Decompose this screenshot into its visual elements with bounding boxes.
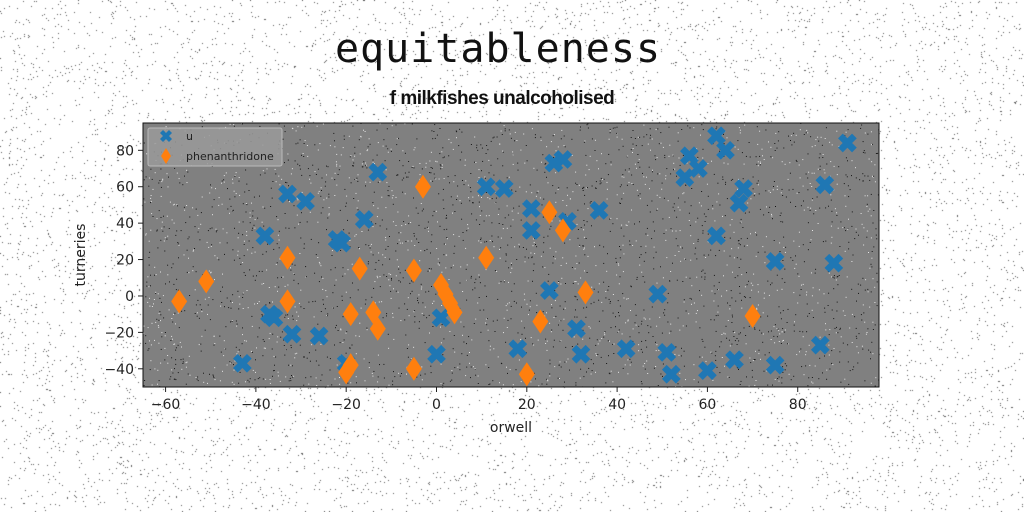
legend-box (147, 127, 283, 167)
point-u (368, 162, 388, 182)
point-u (354, 210, 374, 229)
point-u (838, 133, 857, 153)
chart-title: f milkfishes unalcoholised (389, 88, 615, 109)
y-tick-label: 20 (116, 253, 134, 269)
data-points (171, 126, 857, 387)
point-phenanthridone (405, 258, 422, 283)
point-u (476, 177, 496, 197)
point-u (765, 252, 785, 271)
point-u (589, 201, 609, 220)
point-u (553, 150, 573, 169)
point-phenanthridone (414, 174, 431, 199)
x-tick-label: 40 (608, 397, 626, 413)
point-u (540, 281, 559, 300)
point-phenanthridone (279, 289, 296, 314)
point-phenanthridone (532, 309, 549, 334)
point-u (332, 233, 352, 253)
point-u (494, 179, 514, 198)
point-u (661, 364, 681, 384)
point-u (431, 308, 451, 328)
point-u (689, 159, 708, 178)
point-u (810, 335, 830, 355)
legend-label-u: u (186, 130, 193, 143)
y-tick-label: 80 (116, 143, 134, 159)
point-phenanthridone (279, 245, 296, 270)
point-phenanthridone (405, 356, 422, 381)
point-u (255, 226, 275, 246)
legend-marker-u-glyph (159, 129, 173, 143)
point-phenanthridone (518, 362, 535, 387)
point-u (734, 179, 753, 198)
point-u (824, 253, 844, 273)
point-u (571, 344, 591, 364)
x-tick-label: 20 (518, 397, 536, 413)
point-u (521, 221, 541, 240)
y-tick-label: 40 (116, 216, 134, 232)
x-axis: −60 −40 −20 0 20 40 60 80 (151, 387, 807, 413)
y-axis: −40 −20 0 20 40 60 80 (104, 143, 143, 378)
point-phenanthridone (198, 269, 215, 294)
point-phenanthridone (541, 200, 558, 225)
point-u (698, 361, 717, 380)
x-axis-label: orwell (490, 420, 532, 436)
x-tick-label: 60 (699, 397, 717, 413)
point-u (648, 284, 668, 304)
x-tick-label: 0 (432, 397, 441, 413)
point-u (616, 339, 636, 359)
point-u (309, 326, 329, 346)
point-phenanthridone (369, 316, 386, 341)
y-axis-label: turneries (73, 224, 89, 287)
point-u (765, 355, 785, 375)
point-u (707, 226, 726, 246)
y-tick-label: −40 (104, 362, 134, 378)
point-u (296, 191, 315, 211)
plot-frame (142, 122, 880, 388)
x-tick-label: −20 (331, 397, 361, 413)
point-phenanthridone (554, 218, 571, 243)
point-u (725, 350, 744, 370)
point-phenanthridone (744, 303, 761, 328)
point-u (232, 353, 252, 373)
point-u (657, 343, 677, 362)
y-tick-label: 60 (116, 180, 134, 196)
point-u (282, 324, 302, 344)
point-u (716, 140, 735, 160)
point-phenanthridone (171, 289, 188, 314)
point-u (815, 175, 835, 195)
point-phenanthridone (351, 256, 368, 281)
point-phenanthridone (342, 353, 359, 378)
point-u (427, 344, 446, 364)
point-u (567, 319, 586, 339)
point-phenanthridone (478, 245, 495, 270)
point-u (508, 339, 528, 359)
point-phenanthridone (342, 302, 359, 327)
point-phenanthridone (577, 280, 594, 305)
point-u (264, 308, 284, 328)
point-phenanthridone (446, 300, 463, 325)
legend-label-phenanthridone: phenanthridone (186, 150, 274, 163)
x-tick-label: −40 (241, 397, 271, 413)
page-title: equitableness (334, 26, 662, 72)
x-tick-label: 80 (789, 397, 807, 413)
legend: u phenanthridone (147, 127, 283, 167)
point-u (278, 184, 297, 204)
point-u (707, 126, 726, 146)
point-u (729, 193, 749, 213)
legend-marker-u (159, 129, 173, 143)
legend-marker-phenanthridone (161, 148, 171, 164)
x-tick-label: −60 (151, 397, 181, 413)
y-tick-label: −20 (104, 325, 134, 341)
y-tick-label: 0 (125, 289, 134, 305)
point-u (521, 199, 541, 218)
legend-marker-phenanthridone-glyph (161, 148, 171, 164)
